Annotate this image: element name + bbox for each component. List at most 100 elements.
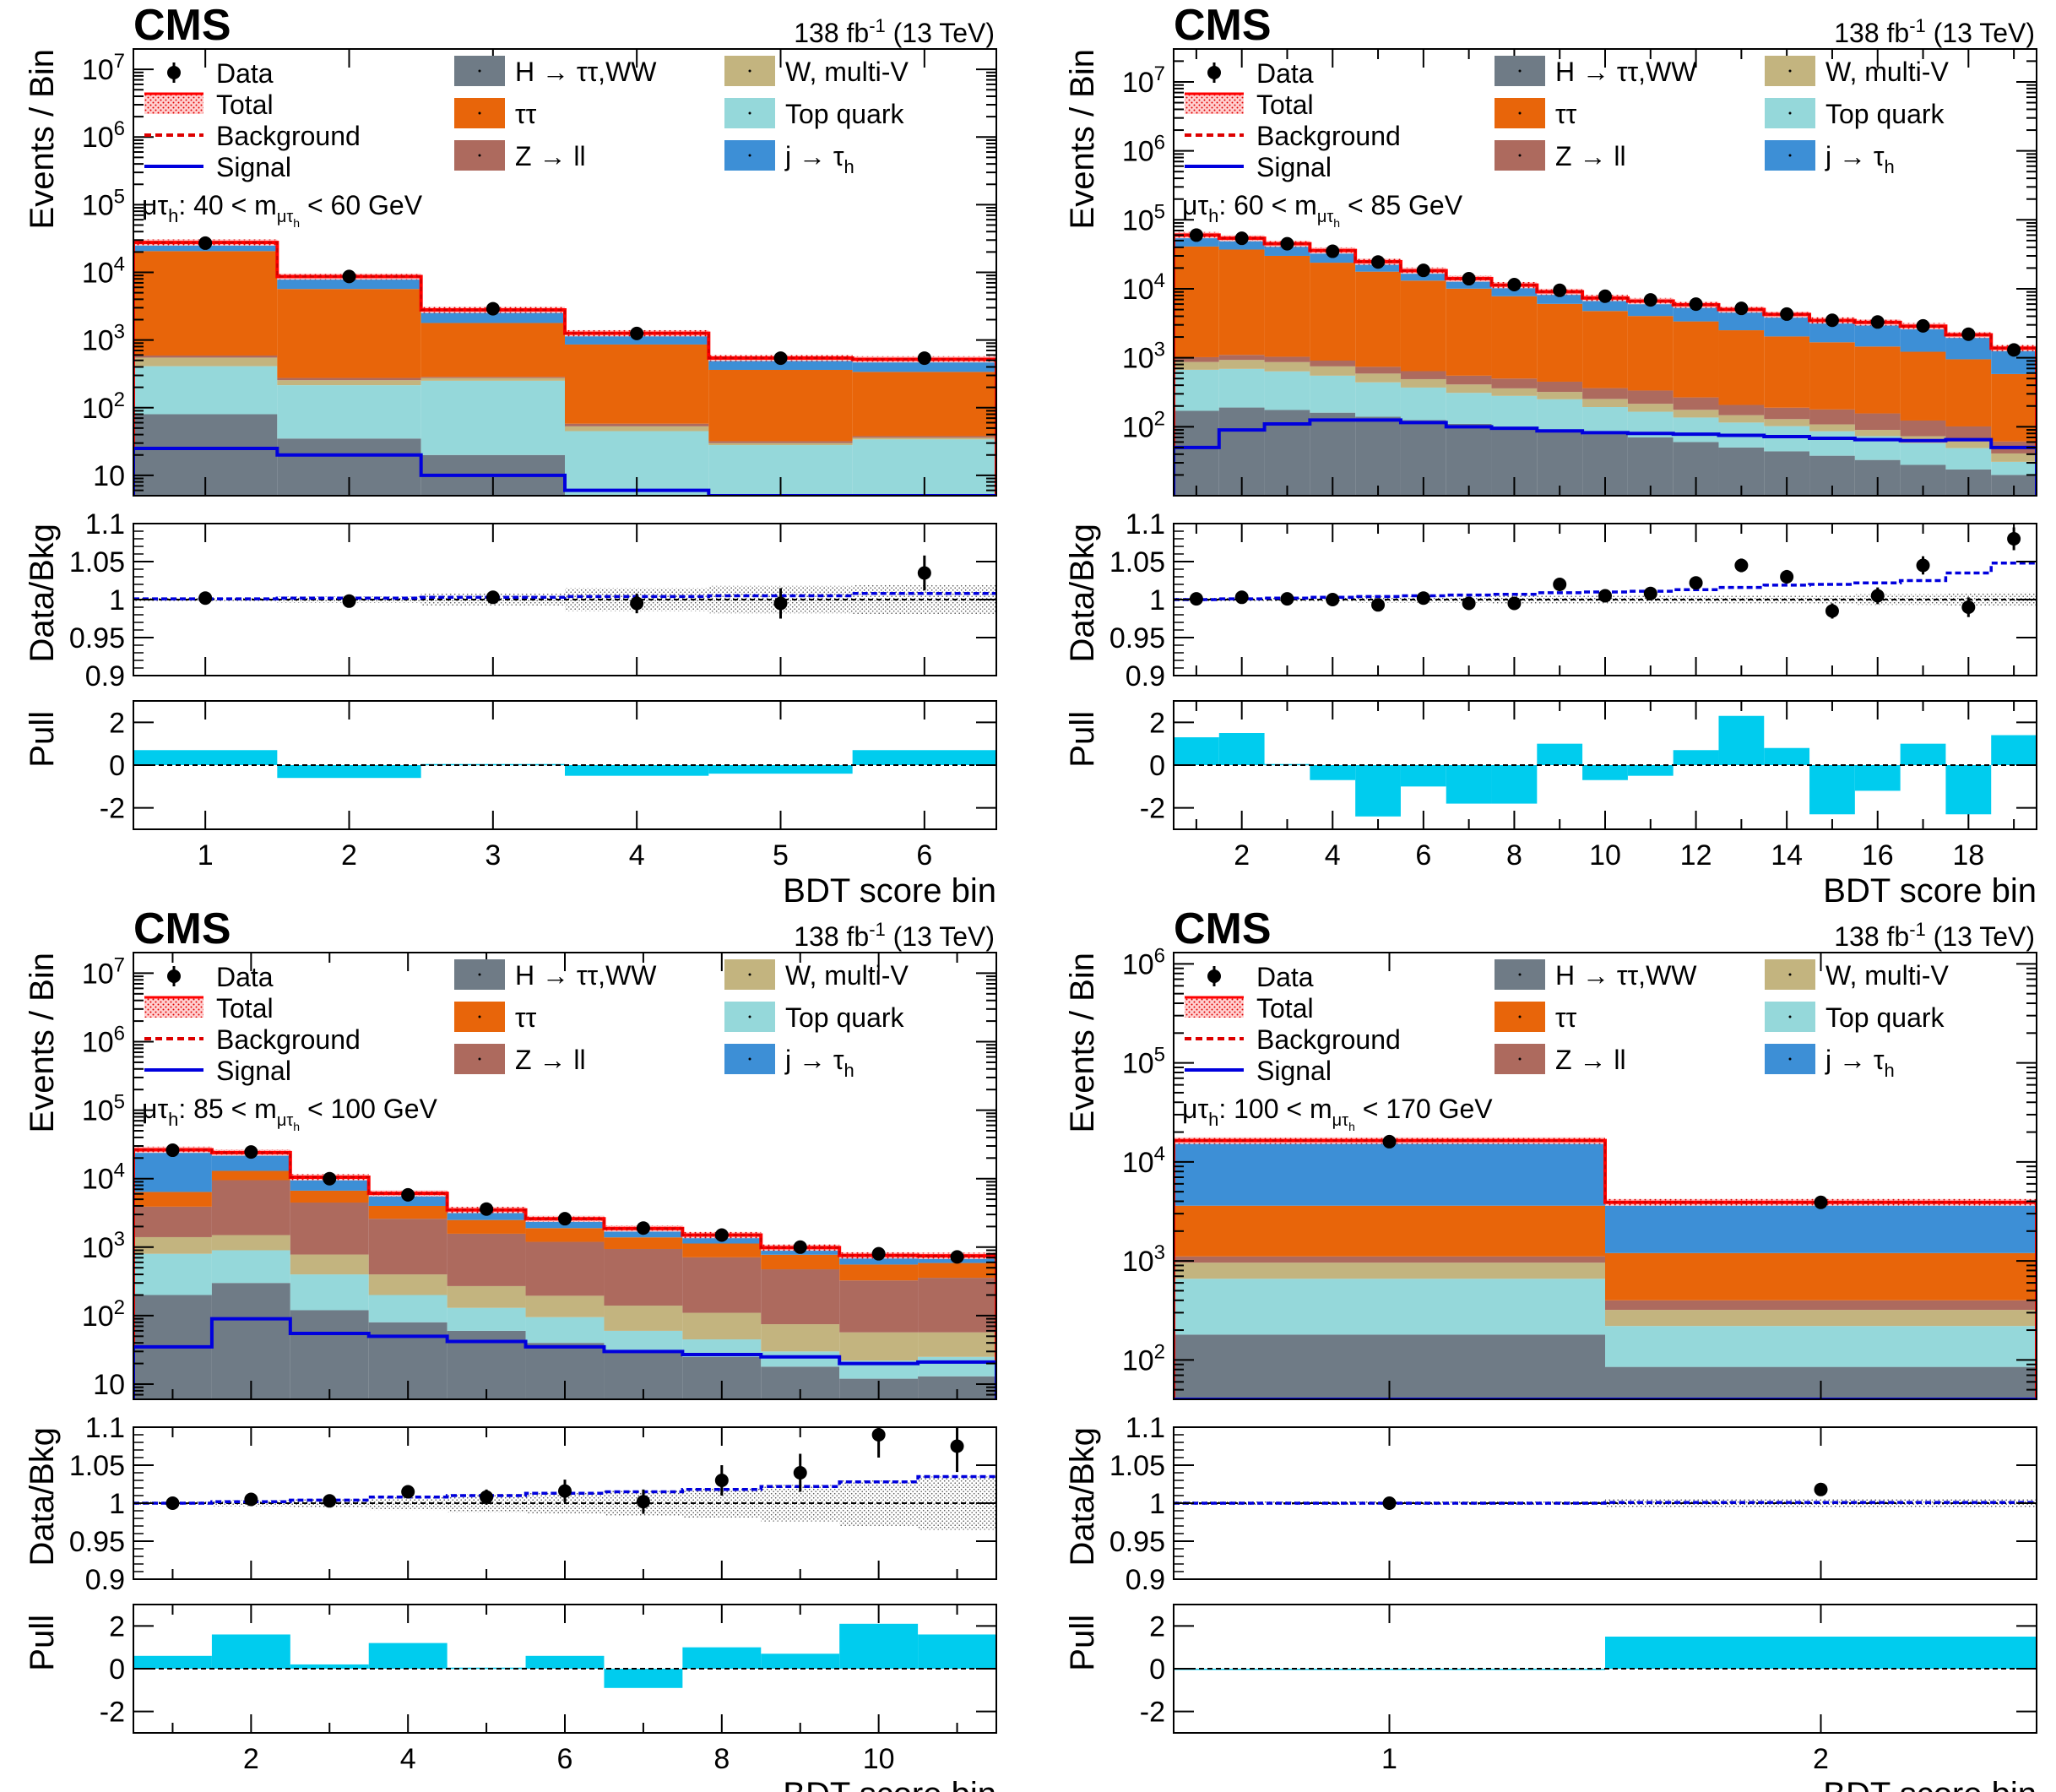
bar-zll-bin-1 bbox=[133, 1206, 212, 1237]
legend-label-text: Top quark bbox=[785, 99, 905, 129]
bar-tt-bin-8 bbox=[682, 1243, 762, 1257]
bar-wv-bin-3 bbox=[1264, 361, 1310, 372]
y-tick-label: 103 bbox=[82, 1228, 125, 1264]
y-tick-base: 10 bbox=[82, 258, 114, 290]
legend-label-total: Total bbox=[216, 90, 274, 120]
ratio-plot bbox=[1174, 1482, 2037, 1510]
category-mass-subsub: h bbox=[293, 1120, 300, 1133]
category-mass-sub: μτ bbox=[277, 208, 294, 226]
bar-top-bin-1 bbox=[133, 1253, 212, 1295]
experiment-label: CMS bbox=[1174, 1, 1272, 50]
y-tick-exp: 3 bbox=[114, 321, 125, 344]
legend-label-text: Z → ll bbox=[515, 1045, 586, 1075]
legend-label-text: j → τ bbox=[784, 1045, 844, 1075]
ratio-point-bin-6 bbox=[1416, 591, 1430, 605]
energy-value: (13 TeV) bbox=[1926, 921, 2035, 952]
legend-label-total: Total bbox=[1256, 993, 1314, 1024]
ratio-y-tick-label: 0.9 bbox=[1126, 660, 1165, 692]
ratio-point-bin-18 bbox=[1961, 600, 1976, 614]
legend-label-tt: ττ bbox=[515, 99, 537, 129]
pull-bar-bin-9 bbox=[761, 1654, 840, 1669]
category-mass-sub: μτ bbox=[1317, 208, 1334, 226]
legend-label-text: ττ bbox=[515, 1002, 537, 1033]
bar-wv-bin-14 bbox=[1764, 419, 1810, 426]
pull-bar-bin-1 bbox=[1174, 737, 1219, 765]
y-axis-label-pull: Pull bbox=[1064, 1615, 1101, 1671]
pull-y-tick-label: 0 bbox=[109, 750, 125, 782]
bar-tt-bin-4 bbox=[1310, 263, 1356, 361]
bar-tt-bin-10 bbox=[1582, 311, 1628, 388]
y-tick-base: 10 bbox=[82, 958, 114, 990]
pull-bar-bin-7 bbox=[1446, 765, 1492, 804]
x-tick-label: 12 bbox=[1680, 839, 1712, 872]
legend-label-text: H → ττ,WW bbox=[515, 57, 657, 87]
lumi-sup: -1 bbox=[869, 919, 886, 940]
y-tick-exp: 6 bbox=[114, 1023, 125, 1045]
bar-wv-bin-6 bbox=[525, 1295, 605, 1317]
data-point-bin-5 bbox=[773, 351, 788, 366]
bar-zll-bin-1 bbox=[1174, 1256, 1605, 1263]
bar-wv-bin-2 bbox=[1605, 1310, 2037, 1327]
ratio-y-tick-label: 0.9 bbox=[1126, 1564, 1165, 1596]
data-point-bin-13 bbox=[1734, 301, 1749, 316]
y-tick-label: 102 bbox=[1122, 1340, 1165, 1377]
category-channel-sub: h bbox=[1208, 205, 1218, 226]
legend-swatch-dot bbox=[1518, 69, 1522, 73]
ratio-point-bin-8 bbox=[714, 1474, 729, 1487]
legend-swatch-dot bbox=[1788, 69, 1792, 73]
pull-bar-bin-5 bbox=[1355, 765, 1401, 817]
x-tick-label: 8 bbox=[713, 1743, 730, 1775]
legend-label-signal: Signal bbox=[1256, 1056, 1332, 1086]
bar-wv-bin-10 bbox=[839, 1332, 919, 1361]
ratio-point-bin-9 bbox=[1553, 578, 1567, 591]
data-point-bin-8 bbox=[1507, 278, 1522, 292]
main-plot bbox=[1174, 228, 2037, 496]
lumi-value: 138 fb bbox=[794, 18, 869, 48]
pull-y-tick-label: -2 bbox=[1140, 793, 1165, 825]
bar-tt-bin-6 bbox=[852, 372, 996, 437]
bar-wv-bin-8 bbox=[682, 1312, 762, 1340]
pull-bar-bin-15 bbox=[1809, 765, 1855, 815]
bar-zll-bin-5 bbox=[447, 1233, 526, 1286]
ratio-point-bin-1 bbox=[198, 591, 213, 605]
category-mass-text: : 40 < m bbox=[178, 190, 277, 220]
legend-label-text: H → ττ,WW bbox=[1555, 960, 1697, 991]
y-tick-base: 10 bbox=[82, 325, 114, 357]
legend-label-zll: Z → ll bbox=[1555, 141, 1626, 171]
pull-bar-bin-5 bbox=[708, 765, 853, 774]
category-label: μτh: 100 < mμτh < 170 GeV bbox=[1182, 1094, 1493, 1133]
bar-tt-bin-15 bbox=[1809, 342, 1855, 410]
legend-label-wv: W, multi-V bbox=[785, 960, 909, 991]
ratio-point-bin-5 bbox=[1371, 598, 1386, 612]
bar-tt-bin-12 bbox=[1673, 321, 1719, 398]
signal-line bbox=[1174, 418, 2037, 496]
x-axis-label: BDT score bin bbox=[1823, 1776, 2037, 1792]
bar-tt-bin-16 bbox=[1854, 346, 1901, 414]
y-tick-base: 10 bbox=[82, 393, 114, 425]
bar-top-bin-1 bbox=[133, 366, 278, 415]
legend-swatch-dot bbox=[478, 1057, 481, 1061]
bar-top-bin-8 bbox=[682, 1339, 762, 1357]
y-axis-label-ratio: Data/Bkg bbox=[1064, 524, 1101, 663]
ratio-point-bin-19 bbox=[2007, 532, 2021, 546]
bar-tt-bin-1 bbox=[1174, 246, 1219, 357]
lumi-label: 138 fb-1 (13 TeV) bbox=[794, 919, 995, 952]
legend-label-signal: Signal bbox=[216, 1056, 291, 1086]
lumi-sup: -1 bbox=[869, 15, 886, 36]
ratio-point-bin-12 bbox=[1689, 576, 1703, 590]
bar-top-bin-5 bbox=[1355, 382, 1401, 417]
bar-wv-bin-10 bbox=[1582, 399, 1628, 408]
y-tick-exp: 7 bbox=[114, 50, 125, 73]
bar-tt-bin-11 bbox=[1627, 316, 1674, 391]
bar-tt-bin-18 bbox=[1945, 359, 1992, 426]
pull-bar-bin-4 bbox=[368, 1643, 448, 1669]
bar-zll-bin-9 bbox=[761, 1269, 840, 1325]
x-tick-label: 6 bbox=[1415, 839, 1431, 872]
pull-bar-bin-3 bbox=[290, 1664, 369, 1669]
category-mass-text: : 60 < m bbox=[1218, 190, 1317, 220]
bar-tt-bin-7 bbox=[1446, 288, 1492, 376]
bar-wv-bin-15 bbox=[1809, 424, 1855, 432]
